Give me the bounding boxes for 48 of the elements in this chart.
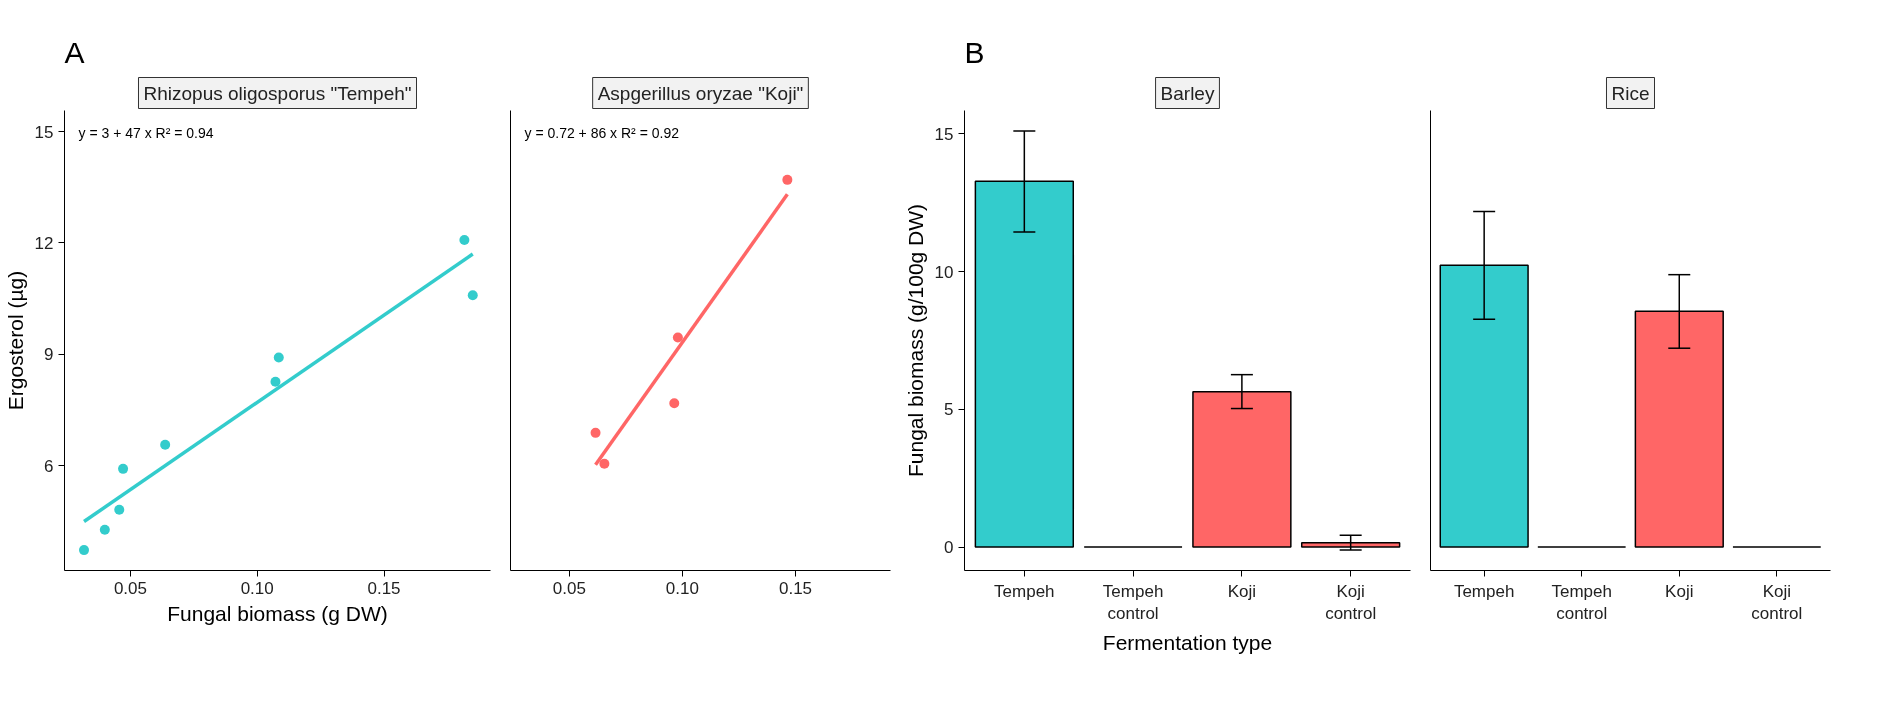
x-tick-label: Tempeh control <box>1551 581 1612 624</box>
y-tick-label: 15 <box>34 122 54 142</box>
chart-title: B <box>964 35 985 69</box>
point <box>273 352 284 363</box>
x-tick-label: Koji control <box>1751 581 1803 624</box>
point <box>79 545 90 556</box>
y-tick-label: 5 <box>944 400 954 420</box>
x-tick-label: 0.10 <box>665 578 699 598</box>
x-tick-label: 0.15 <box>778 578 813 598</box>
point <box>118 463 129 474</box>
y-tick-label: 12 <box>34 233 54 253</box>
y-axis-title: Ergosterol (µg) <box>3 270 27 411</box>
x-tick-label: Tempeh control <box>1102 581 1164 624</box>
y-tick-label: 15 <box>934 124 954 144</box>
x-tick-label: Tempeh <box>1453 581 1515 601</box>
point <box>99 524 110 535</box>
point <box>114 504 125 515</box>
chart-subtitle: Aspgerillus oryzae "Koji" <box>597 82 804 104</box>
y-tick-label: 6 <box>44 456 54 476</box>
chart-subtitle: Rhizopus oligosporus "Tempeh" <box>143 82 412 104</box>
point <box>467 290 478 301</box>
x-tick-label: 0.10 <box>240 578 274 598</box>
x-tick-label: Koji control <box>1325 581 1377 624</box>
point <box>782 174 793 185</box>
x-tick-label: Koji <box>1665 581 1694 601</box>
y-tick-label: 0 <box>944 538 954 558</box>
annotation: y = 0.72 + 86 x R² = 0.92 <box>524 124 680 141</box>
point <box>672 332 683 343</box>
point <box>160 439 171 450</box>
x-axis-title: Fermentation type <box>1102 631 1273 655</box>
x-tick-label: 0.05 <box>552 578 586 598</box>
x-tick-label: Koji <box>1227 581 1257 601</box>
y-tick-label: 10 <box>934 262 954 282</box>
x-tick-label: Tempeh <box>994 581 1055 601</box>
y-tick-label: 9 <box>44 345 54 365</box>
chart-subtitle: Barley <box>1160 82 1215 104</box>
point <box>590 427 601 438</box>
y-axis-title: Fungal biomass (g/100g DW) <box>903 203 927 478</box>
point <box>270 376 281 387</box>
x-axis-title: Fungal biomass (g DW) <box>167 601 388 625</box>
chart-title: A <box>64 35 85 69</box>
x-tick-label: 0.05 <box>113 578 147 598</box>
point <box>669 398 680 409</box>
point <box>599 458 610 469</box>
x-tick-label: 0.15 <box>367 578 401 598</box>
annotation: y = 3 + 47 x R² = 0.94 <box>78 124 214 141</box>
chart-subtitle: Rice <box>1611 82 1650 104</box>
point <box>459 234 470 245</box>
